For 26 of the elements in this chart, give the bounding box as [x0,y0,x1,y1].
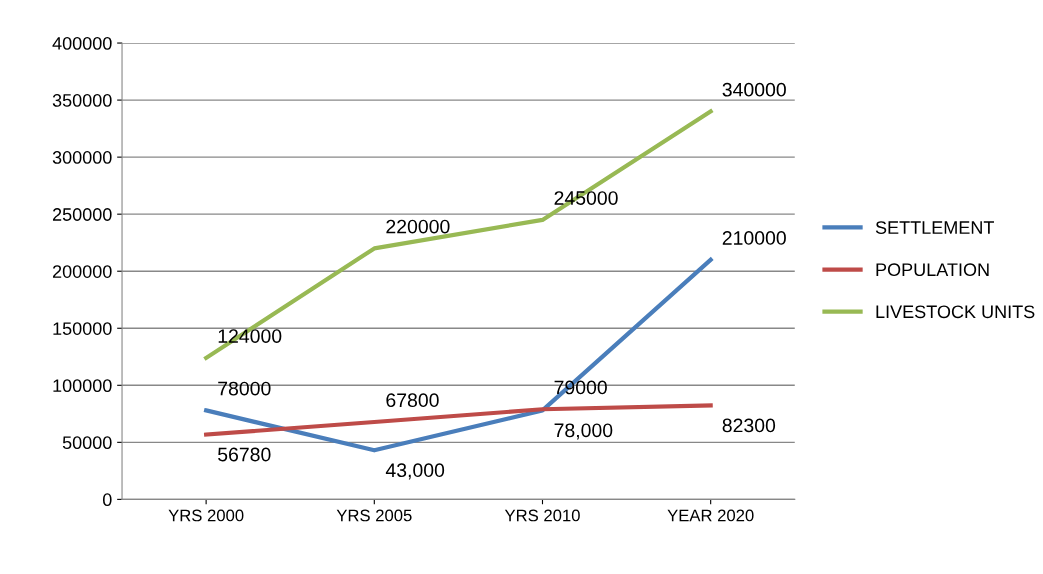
data-label: 56780 [218,447,271,462]
x-tick-label: YRS 2010 [504,509,580,522]
y-tick-label: 100000 [53,379,112,393]
y-tick-label: 200000 [52,265,112,278]
x-tick-label: YEAR 2020 [667,509,754,522]
y-tick-label: 300000 [52,151,112,164]
y-tick-label: 150000 [53,322,112,335]
data-label: 340000 [722,82,786,97]
data-label: 220000 [386,219,450,234]
data-label: 78,000 [554,423,613,440]
y-tick-label: 400000 [52,36,112,50]
line-series [204,109,713,361]
y-tick-label: 350000 [52,94,112,107]
x-tick-label: YRS 2005 [336,509,412,522]
data-label: 78000 [218,381,271,396]
legend-label: SETTLEMENT [875,221,994,234]
data-label: 210000 [722,231,786,245]
data-label: 82300 [722,418,776,433]
y-tick-label: 0 [102,493,112,507]
data-label: 67800 [386,393,439,408]
legend-label: LIVESTOCK UNITS [876,305,1035,319]
y-tick-label: 250000 [52,208,112,221]
x-tick-label: YRS 2000 [168,509,244,522]
legend-label: POPULATION [876,263,989,277]
y-tick-label: 50000 [62,436,112,450]
data-label: 43,000 [385,463,445,480]
